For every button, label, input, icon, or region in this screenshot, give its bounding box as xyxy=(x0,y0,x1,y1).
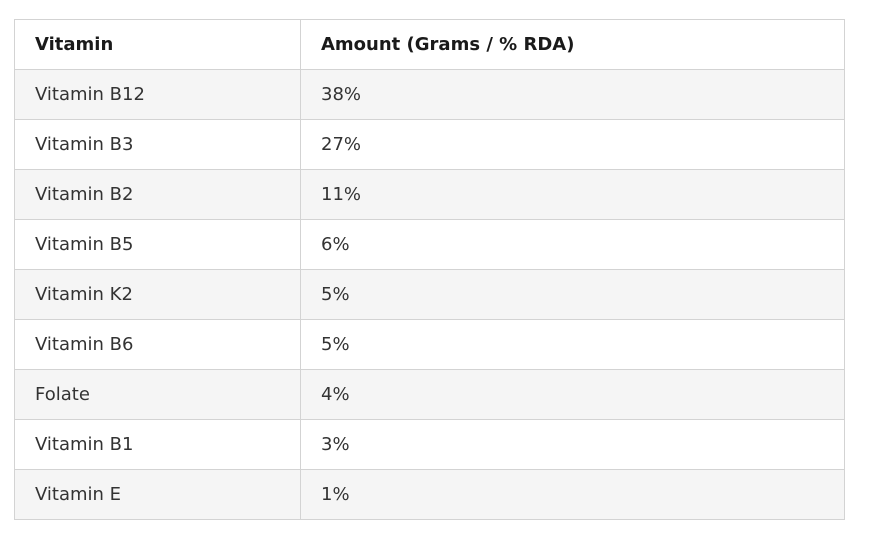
amount-cell: 38% xyxy=(300,69,845,120)
amount-cell: 4% xyxy=(300,369,845,420)
vitamin-table: Vitamin Amount (Grams / % RDA) Vitamin B… xyxy=(14,19,845,520)
table-row: Vitamin B12 38% xyxy=(14,69,845,120)
vitamin-name-cell: Vitamin B12 xyxy=(14,69,301,120)
vitamin-table-container: Vitamin Amount (Grams / % RDA) Vitamin B… xyxy=(14,19,845,520)
header-vitamin: Vitamin xyxy=(14,19,301,70)
vitamin-name-cell: Folate xyxy=(14,369,301,420)
table-header-row: Vitamin Amount (Grams / % RDA) xyxy=(14,19,845,70)
table-row: Vitamin E 1% xyxy=(14,469,845,520)
amount-cell: 6% xyxy=(300,219,845,270)
amount-cell: 1% xyxy=(300,469,845,520)
vitamin-name-cell: Vitamin B2 xyxy=(14,169,301,220)
amount-cell: 27% xyxy=(300,119,845,170)
amount-cell: 5% xyxy=(300,269,845,320)
amount-cell: 11% xyxy=(300,169,845,220)
vitamin-name-cell: Vitamin B5 xyxy=(14,219,301,270)
table-row: Vitamin K2 5% xyxy=(14,269,845,320)
table-row: Vitamin B1 3% xyxy=(14,419,845,470)
table-row: Vitamin B5 6% xyxy=(14,219,845,270)
amount-cell: 5% xyxy=(300,319,845,370)
vitamin-name-cell: Vitamin B1 xyxy=(14,419,301,470)
amount-cell: 3% xyxy=(300,419,845,470)
vitamin-name-cell: Vitamin B3 xyxy=(14,119,301,170)
table-row: Folate 4% xyxy=(14,369,845,420)
vitamin-name-cell: Vitamin K2 xyxy=(14,269,301,320)
table-row: Vitamin B6 5% xyxy=(14,319,845,370)
table-row: Vitamin B3 27% xyxy=(14,119,845,170)
vitamin-name-cell: Vitamin B6 xyxy=(14,319,301,370)
header-amount: Amount (Grams / % RDA) xyxy=(300,19,845,70)
vitamin-name-cell: Vitamin E xyxy=(14,469,301,520)
table-row: Vitamin B2 11% xyxy=(14,169,845,220)
